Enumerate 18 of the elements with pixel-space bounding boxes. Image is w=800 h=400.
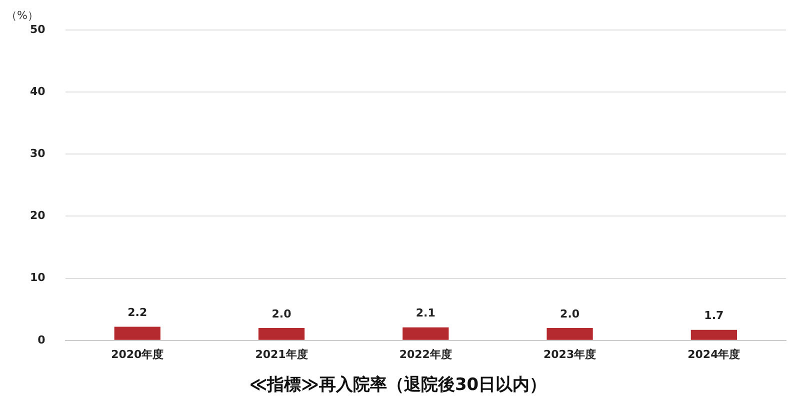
y-tick-label: 0 [38,333,46,346]
y-tick-label: 20 [30,209,46,222]
x-tick-label: 2021年度 [255,348,308,361]
data-label: 2.0 [272,307,292,320]
x-tick-label: 2022年度 [399,348,452,361]
y-tick-label: 30 [30,147,46,160]
y-axis-title: （%） [6,8,38,22]
x-tick-label: 2023年度 [543,348,596,361]
y-tick-label: 40 [30,84,46,98]
y-tick-label: 50 [30,22,46,36]
data-label: 2.0 [560,307,580,320]
data-label: 2.1 [416,306,436,320]
x-tick-label: 2020年度 [111,348,164,361]
data-label: 2.2 [128,306,148,320]
x-tick-label: 2024年度 [688,348,740,361]
data-label: 1.7 [704,309,724,322]
y-tick-label: 10 [30,271,46,284]
text: ≪指標≫再入院率（退院後30日以内） [249,375,547,396]
